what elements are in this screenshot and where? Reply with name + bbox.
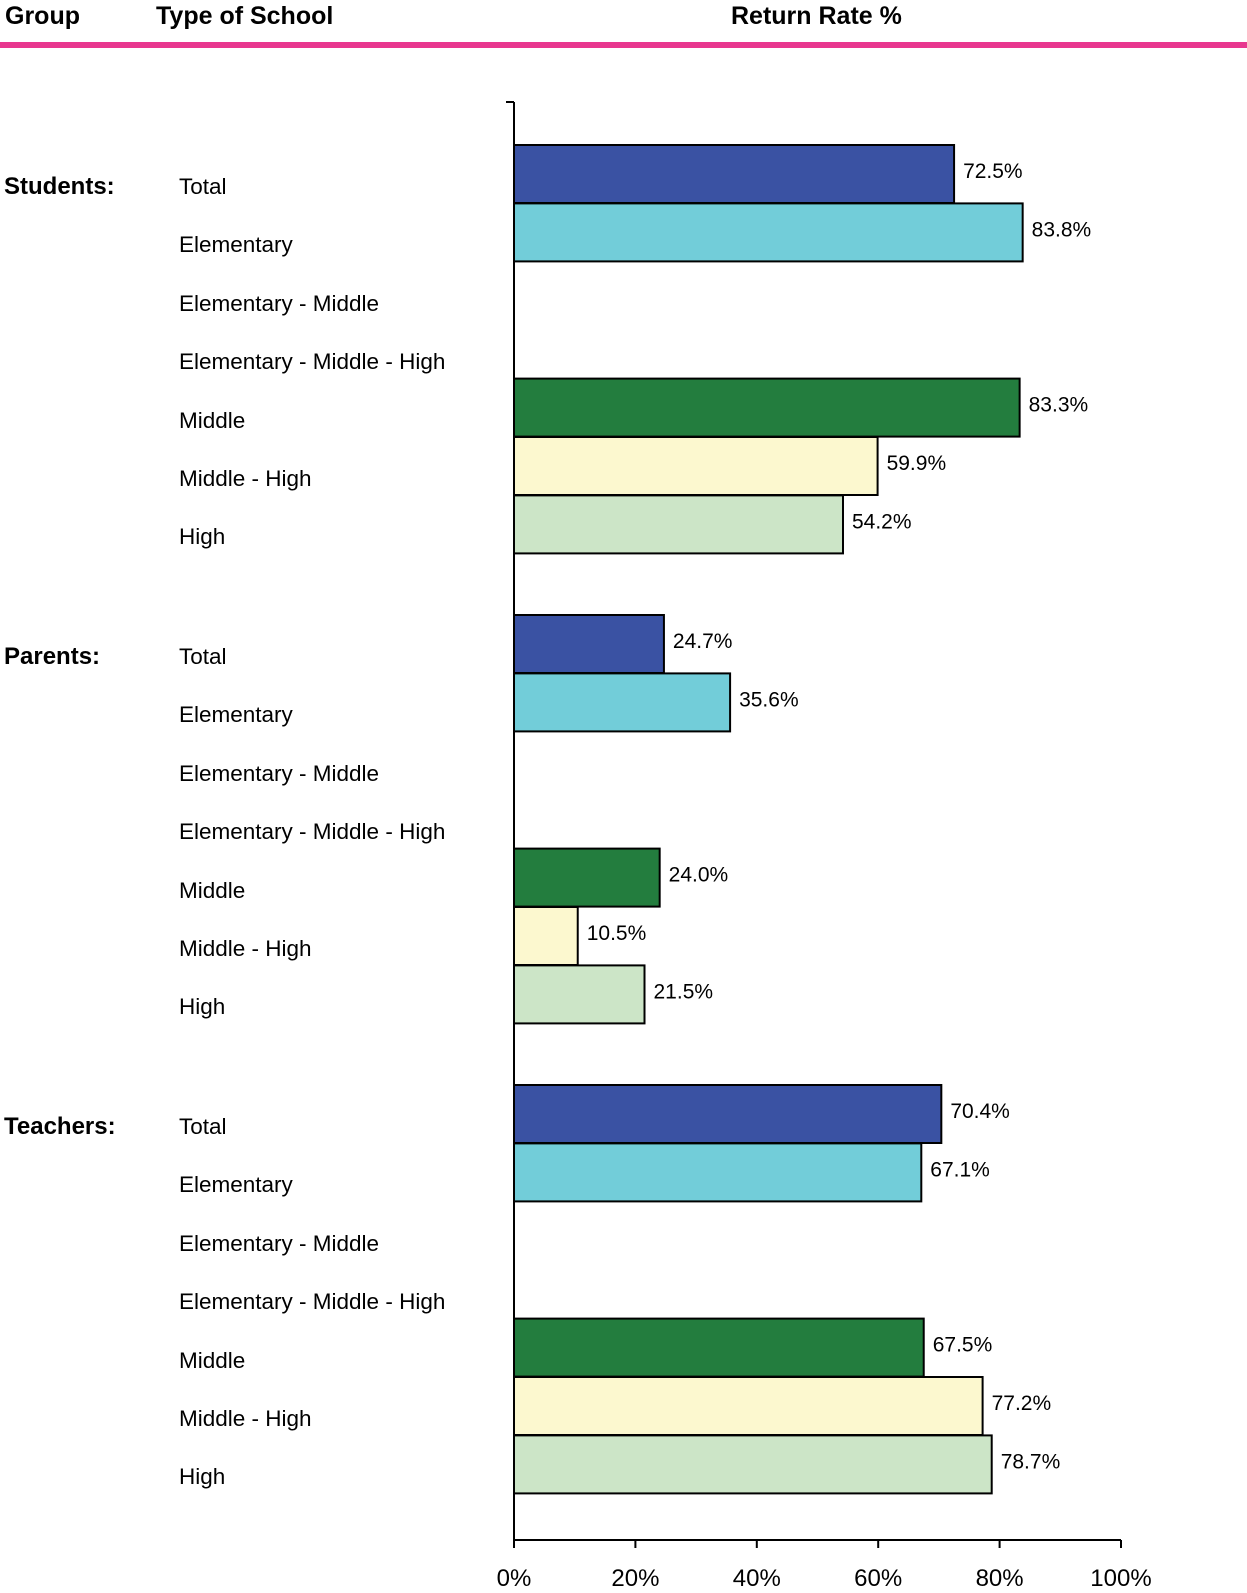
x-tick-label: 60% [854,1565,902,1592]
row-label: Elementary [179,1172,293,1198]
bar [513,1376,984,1436]
bar [513,964,646,1025]
bar [513,1142,923,1203]
row-label: Middle [179,407,246,433]
row-label: Elementary - Middle - High [179,349,446,375]
group-label: Parents: [4,643,101,670]
data-label: 77.2% [992,1392,1052,1415]
bar [513,1434,993,1495]
x-tick-label: 100% [1090,1565,1151,1592]
row-label: Middle - High [179,1406,312,1431]
bar [513,202,1024,263]
bar [513,377,1021,438]
row-label: High [179,1464,226,1490]
bar [513,614,665,674]
row-label: Elementary - Middle [179,760,380,786]
data-label: 67.1% [930,1158,990,1181]
x-tick-label: 20% [611,1565,659,1592]
row-label: High [179,524,226,550]
data-label: 72.5% [963,160,1023,183]
data-label: 78.7% [1001,1450,1061,1473]
data-label: 24.0% [669,864,729,887]
data-label: 59.9% [887,452,947,475]
data-label: 21.5% [654,980,714,1003]
bar [513,144,956,204]
group-label: Teachers: [4,1113,116,1140]
row-label: Elementary [179,702,293,728]
row-label: Total [179,1114,227,1139]
row-label: Elementary - Middle [179,290,380,316]
return-rate-column-header: Return Rate % [731,2,902,30]
row-label: Middle [179,1347,246,1373]
data-label: 54.2% [852,510,912,533]
row-label: Elementary - Middle - High [179,819,446,845]
x-tick-label: 40% [733,1565,781,1592]
bar [513,847,661,908]
data-label: 35.6% [739,688,799,711]
data-label: 83.3% [1029,394,1089,417]
row-label: Middle - High [179,936,312,961]
row-label: Middle - High [179,466,312,491]
header-divider [0,42,1247,48]
group-column-header: Group [5,2,80,30]
row-label: Total [179,174,227,199]
row-label: Middle [179,877,246,903]
row-label: Elementary [179,232,293,258]
data-label: 10.5% [587,922,647,945]
data-label: 83.8% [1032,218,1092,241]
data-label: 67.5% [933,1334,993,1357]
row-label: High [179,994,226,1020]
school-type-column-header: Type of School [156,2,334,30]
row-label: Total [179,644,227,669]
bar [513,436,879,496]
data-label: 24.7% [673,630,733,653]
row-label: Elementary - Middle [179,1230,380,1256]
x-tick-label: 80% [976,1565,1024,1592]
row-label: Elementary - Middle - High [179,1289,446,1315]
data-label: 70.4% [950,1100,1010,1123]
bar [513,1317,925,1378]
bar [513,672,732,733]
bar [513,906,579,966]
bar [513,1084,943,1144]
group-label: Students: [4,173,115,200]
x-tick-label: 0% [497,1565,532,1592]
bar [513,494,844,555]
